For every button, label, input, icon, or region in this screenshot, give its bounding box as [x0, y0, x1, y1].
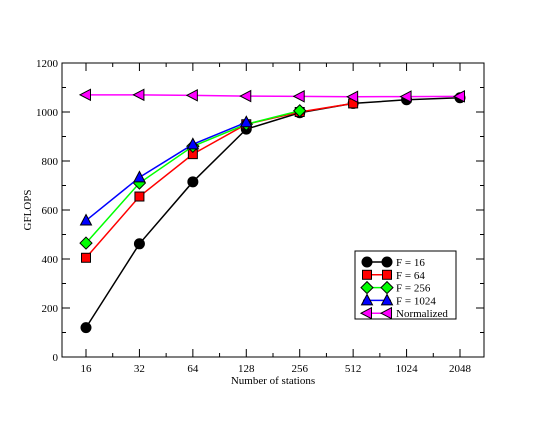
y-axis-ticks: 0 200 400 600 800 1000 1200 — [36, 58, 484, 364]
data-point — [293, 104, 307, 118]
x-tick-label: 128 — [238, 363, 255, 375]
series-line — [85, 97, 461, 329]
legend-marker — [360, 293, 374, 306]
legend-label: F = 256 — [396, 283, 431, 295]
legend-label: F = 1024 — [396, 295, 436, 307]
x-tick-label: 256 — [291, 363, 308, 375]
data-point — [79, 213, 93, 226]
series-4 — [79, 115, 253, 226]
y-tick-label: 400 — [42, 254, 59, 266]
data-point — [134, 191, 145, 202]
y-tick-label: 800 — [42, 156, 59, 168]
legend-marker — [381, 256, 393, 268]
x-tick-label: 2048 — [449, 363, 472, 375]
data-point — [239, 89, 252, 103]
data-point — [399, 90, 412, 103]
legend-label: F = 16 — [396, 257, 425, 269]
y-tick-label: 200 — [42, 303, 59, 315]
series-5 — [78, 88, 465, 104]
x-axis-title: Number of stations — [231, 375, 315, 387]
data-point — [133, 170, 146, 183]
data-point — [185, 89, 198, 102]
y-tick-label: 1000 — [36, 107, 59, 119]
data-point — [79, 236, 93, 250]
data-point — [132, 88, 145, 102]
x-tick-label: 16 — [81, 363, 93, 375]
series-line — [85, 102, 354, 259]
data-point — [80, 322, 92, 334]
y-tick-label: 0 — [53, 352, 59, 364]
x-tick-label: 32 — [134, 363, 145, 375]
series-line — [86, 94, 461, 98]
series-2 — [81, 98, 359, 263]
data-point — [81, 252, 91, 263]
data-point — [187, 176, 199, 188]
legend-marker — [362, 269, 372, 280]
x-tick-label: 1024 — [396, 363, 419, 375]
y-axis-title: GFLOPS — [22, 190, 34, 231]
legend-marker — [382, 269, 392, 280]
y-tick-label: 1200 — [36, 58, 59, 70]
data-point — [133, 238, 145, 250]
x-tick-label: 512 — [345, 363, 362, 375]
legend-marker — [380, 293, 394, 306]
x-tick-label: 64 — [187, 363, 199, 375]
x-axis-ticks: 16 32 64 128 256 512 1024 2048 — [81, 63, 472, 375]
series-layer — [78, 88, 466, 334]
legend-label: F = 64 — [396, 270, 425, 282]
data-point — [78, 88, 91, 102]
data-point — [292, 89, 305, 103]
data-point — [239, 115, 253, 128]
legend-marker — [359, 306, 372, 320]
legend-marker — [361, 256, 373, 268]
data-point — [452, 89, 465, 103]
y-tick-label: 600 — [42, 205, 59, 217]
legend-marker — [379, 306, 392, 320]
data-point — [346, 90, 359, 104]
legend-label: Normalized — [396, 308, 448, 320]
series-line — [85, 121, 247, 222]
data-point — [186, 137, 200, 150]
